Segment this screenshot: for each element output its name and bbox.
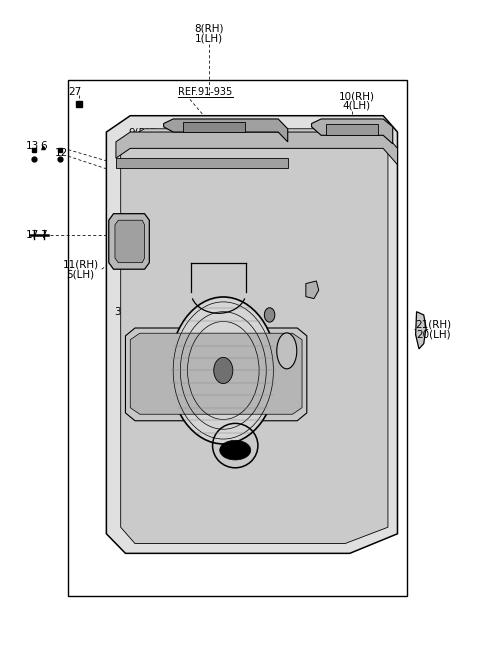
Ellipse shape — [277, 333, 297, 369]
Text: 12: 12 — [54, 148, 68, 158]
Text: 25(RH): 25(RH) — [198, 442, 234, 452]
Polygon shape — [306, 281, 319, 298]
Text: 8(RH): 8(RH) — [194, 24, 224, 34]
Text: 4(LH): 4(LH) — [343, 101, 371, 111]
Polygon shape — [416, 312, 426, 349]
Text: 20(LH): 20(LH) — [416, 329, 451, 340]
Text: 9(RH): 9(RH) — [129, 127, 158, 137]
Ellipse shape — [214, 358, 233, 384]
Polygon shape — [130, 333, 302, 414]
Text: 6: 6 — [40, 142, 47, 152]
Text: 24(LH): 24(LH) — [199, 452, 233, 462]
Text: REF.91-935: REF.91-935 — [178, 87, 232, 96]
Text: 10(RH): 10(RH) — [339, 91, 375, 101]
Text: 3: 3 — [115, 306, 121, 317]
Text: 17: 17 — [26, 230, 39, 239]
Text: 1(LH): 1(LH) — [195, 33, 223, 43]
Text: 11(RH): 11(RH) — [62, 260, 99, 270]
Ellipse shape — [264, 308, 275, 322]
Text: 22(LH): 22(LH) — [170, 426, 205, 436]
Text: 23(RH): 23(RH) — [169, 416, 205, 426]
Text: 16: 16 — [263, 304, 276, 314]
FancyBboxPatch shape — [183, 122, 245, 132]
Text: 13: 13 — [26, 142, 39, 152]
Polygon shape — [125, 328, 307, 420]
Polygon shape — [116, 158, 288, 168]
Polygon shape — [120, 129, 388, 544]
Polygon shape — [164, 119, 288, 142]
FancyBboxPatch shape — [326, 124, 378, 134]
Polygon shape — [109, 214, 149, 269]
Ellipse shape — [220, 440, 251, 460]
Text: 14(LH): 14(LH) — [318, 365, 353, 375]
Text: 27: 27 — [69, 87, 82, 96]
Text: 19(RH): 19(RH) — [309, 276, 345, 285]
Bar — [68, 80, 407, 596]
Polygon shape — [115, 220, 144, 262]
Polygon shape — [312, 119, 393, 144]
Polygon shape — [107, 115, 397, 554]
Text: 7: 7 — [40, 230, 47, 239]
Text: 2(LH): 2(LH) — [130, 137, 157, 147]
Text: 26: 26 — [125, 239, 138, 249]
Text: 15(RH): 15(RH) — [317, 356, 353, 365]
Text: 18(LH): 18(LH) — [310, 285, 344, 295]
Polygon shape — [116, 132, 397, 165]
Ellipse shape — [169, 297, 277, 444]
Text: 21(RH): 21(RH) — [415, 319, 451, 330]
Text: 5(LH): 5(LH) — [67, 270, 95, 279]
